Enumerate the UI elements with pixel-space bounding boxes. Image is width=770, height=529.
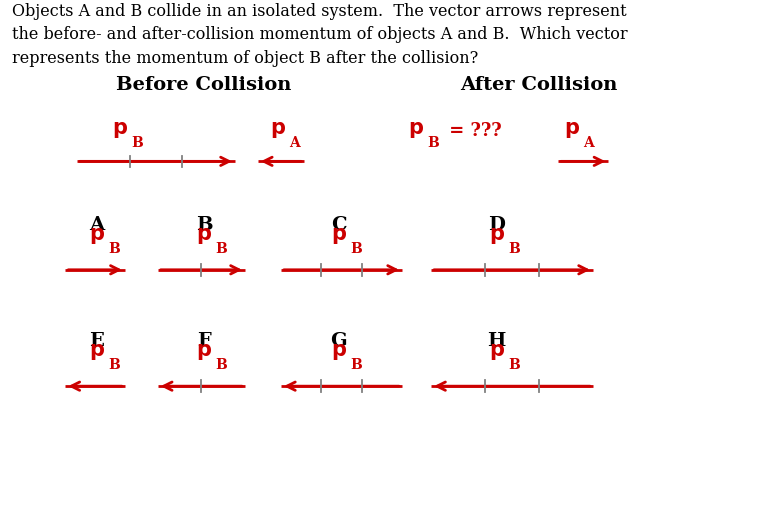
Text: B: B xyxy=(108,358,119,372)
Text: $\mathbf{p}$: $\mathbf{p}$ xyxy=(489,226,505,246)
Text: $\mathbf{p}$: $\mathbf{p}$ xyxy=(331,226,347,246)
Text: $\mathbf{p}$: $\mathbf{p}$ xyxy=(196,226,213,246)
Text: B: B xyxy=(216,358,227,372)
Text: C: C xyxy=(331,216,347,234)
Text: B: B xyxy=(216,242,227,256)
Text: E: E xyxy=(89,332,104,350)
Text: B: B xyxy=(427,136,439,150)
Text: $\mathbf{p}$: $\mathbf{p}$ xyxy=(89,226,105,246)
Text: After Collision: After Collision xyxy=(460,76,618,94)
Text: = ???: = ??? xyxy=(443,122,501,140)
Text: Before Collision: Before Collision xyxy=(116,76,292,94)
Text: A: A xyxy=(89,216,104,234)
Text: B: B xyxy=(108,242,119,256)
Text: G: G xyxy=(330,332,347,350)
Text: $\mathbf{p}$: $\mathbf{p}$ xyxy=(331,342,347,362)
Text: B: B xyxy=(350,242,362,256)
Text: B: B xyxy=(196,216,213,234)
Text: H: H xyxy=(487,332,506,350)
Text: $\mathbf{p}$: $\mathbf{p}$ xyxy=(270,120,286,140)
Text: Objects A and B collide in an isolated system.  The vector arrows represent
the : Objects A and B collide in an isolated s… xyxy=(12,3,628,67)
Text: B: B xyxy=(350,358,362,372)
Text: B: B xyxy=(508,242,520,256)
Text: F: F xyxy=(197,332,211,350)
Text: $\mathbf{p}$: $\mathbf{p}$ xyxy=(489,342,505,362)
Text: A: A xyxy=(583,136,594,150)
Text: D: D xyxy=(488,216,505,234)
Text: $\mathbf{p}$: $\mathbf{p}$ xyxy=(408,120,424,140)
Text: B: B xyxy=(508,358,520,372)
Text: $\mathbf{p}$: $\mathbf{p}$ xyxy=(564,120,580,140)
Text: A: A xyxy=(289,136,300,150)
Text: $\mathbf{p}$: $\mathbf{p}$ xyxy=(196,342,213,362)
Text: $\mathbf{p}$: $\mathbf{p}$ xyxy=(89,342,105,362)
Text: B: B xyxy=(131,136,142,150)
Text: $\mathbf{p}$: $\mathbf{p}$ xyxy=(112,120,128,140)
